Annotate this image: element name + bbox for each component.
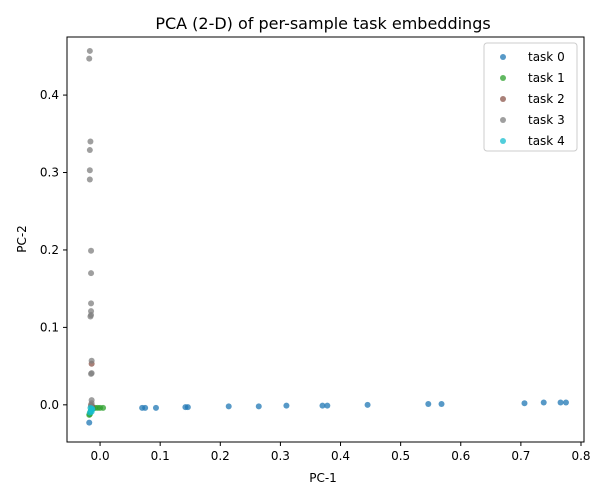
data-point: [89, 406, 96, 413]
data-point: [557, 399, 564, 406]
data-point: [425, 401, 432, 408]
data-point: [364, 401, 371, 408]
legend-label: task 3: [528, 113, 565, 127]
data-point: [88, 247, 95, 254]
data-point: [255, 403, 262, 410]
legend-marker: [500, 96, 506, 102]
y-tick-label: 0.1: [40, 320, 59, 334]
legend-marker: [500, 54, 506, 60]
chart-title: PCA (2-D) of per-sample task embeddings: [155, 14, 490, 33]
data-point: [225, 403, 232, 410]
series-task-0: [86, 399, 569, 426]
x-tick-label: 0.5: [391, 449, 410, 463]
series-task-4: [86, 404, 96, 416]
data-point: [86, 55, 93, 62]
y-axis-label: PC-2: [15, 225, 29, 253]
data-point: [283, 402, 290, 409]
x-tick-label: 0.3: [271, 449, 290, 463]
x-axis-label: PC-1: [309, 471, 337, 485]
y-tick-label: 0.4: [40, 88, 59, 102]
x-tick-label: 0.0: [91, 449, 110, 463]
y-tick-label: 0.2: [40, 243, 59, 257]
x-tick-label: 0.6: [451, 449, 470, 463]
data-point: [86, 167, 93, 174]
x-tick-label: 0.2: [211, 449, 230, 463]
data-point: [88, 357, 95, 364]
y-tick-label: 0.0: [40, 398, 59, 412]
plot-frame: [66, 36, 585, 443]
y-axis: 0.0 0.1 0.2 0.3 0.4: [40, 88, 67, 412]
data-point: [88, 270, 95, 277]
legend-label: task 2: [528, 92, 565, 106]
x-tick-label: 0.8: [571, 449, 590, 463]
data-point: [521, 400, 528, 407]
legend-label: task 1: [528, 71, 565, 85]
legend-marker: [500, 117, 506, 123]
x-tick-label: 0.4: [331, 449, 350, 463]
legend: task 0 task 1 task 2 task 3 task 4: [483, 42, 578, 152]
x-tick-label: 0.7: [511, 449, 530, 463]
legend-label: task 0: [528, 50, 565, 64]
data-point: [540, 399, 547, 406]
data-point: [86, 147, 93, 154]
legend-marker: [500, 75, 506, 81]
data-point: [142, 404, 149, 411]
legend-marker: [500, 138, 506, 144]
data-point: [86, 47, 93, 54]
data-point: [86, 419, 93, 426]
data-point: [88, 300, 95, 307]
legend-box: [483, 42, 578, 152]
data-point: [562, 399, 569, 406]
data-point: [100, 404, 107, 411]
data-point: [438, 401, 445, 408]
x-tick-label: 0.1: [151, 449, 170, 463]
x-axis: 0.0 0.1 0.2 0.3 0.4 0.5 0.6 0.7 0.8: [91, 442, 591, 463]
data-point: [319, 402, 326, 409]
data-point: [324, 402, 331, 409]
data-point: [87, 313, 94, 320]
y-tick-label: 0.3: [40, 166, 59, 180]
data-point: [184, 404, 191, 411]
data-point: [88, 370, 95, 377]
data-point: [87, 138, 94, 145]
data-point: [86, 176, 93, 183]
data-point: [152, 404, 159, 411]
series-task-3: [86, 47, 95, 410]
legend-label: task 4: [528, 134, 565, 148]
data-points: [86, 47, 569, 426]
